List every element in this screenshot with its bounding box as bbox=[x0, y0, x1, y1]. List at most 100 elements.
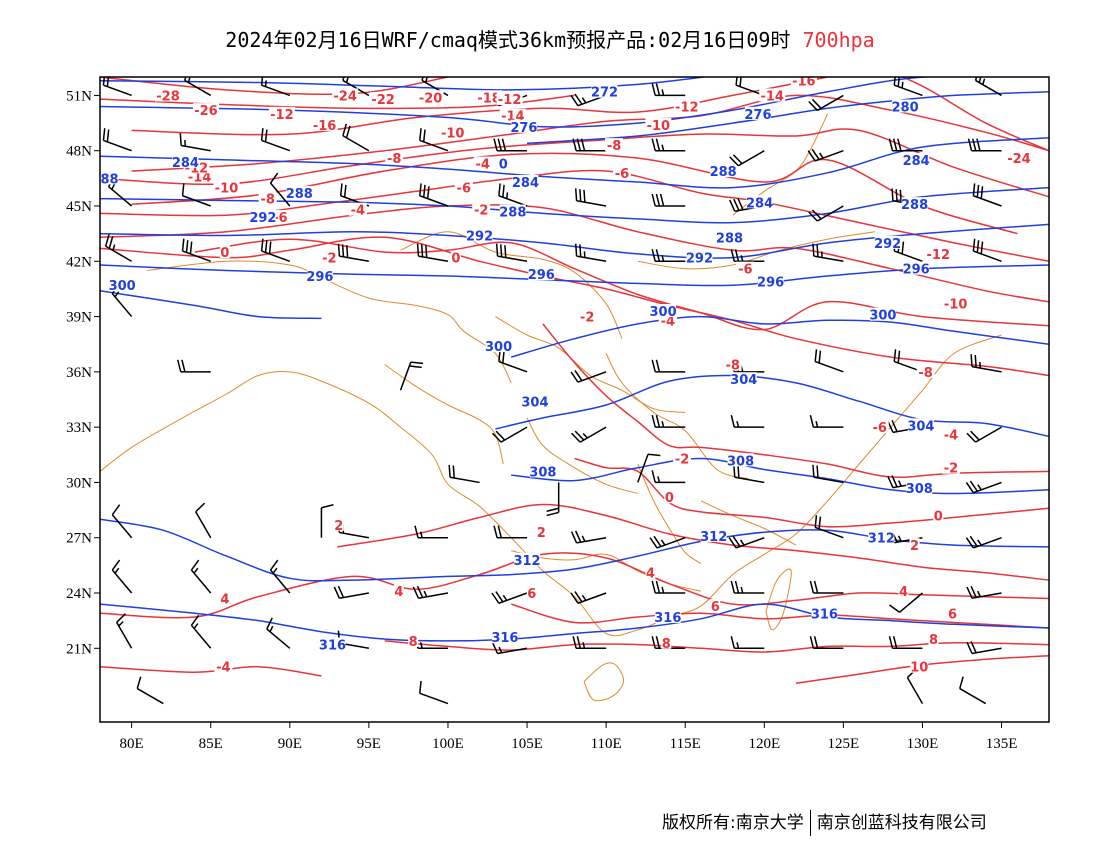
wind-barb bbox=[546, 482, 560, 517]
wind-barb bbox=[972, 238, 1002, 262]
height-contour bbox=[510, 315, 1049, 358]
contour-label: 0 bbox=[451, 252, 460, 267]
wind-barb bbox=[342, 77, 370, 97]
wind-barb bbox=[491, 641, 528, 655]
contour-label: 2 bbox=[334, 519, 343, 534]
contour-label: -2 bbox=[944, 462, 958, 477]
wind-barb bbox=[111, 559, 133, 594]
contour-label-bg bbox=[219, 245, 230, 259]
contour-label-bg bbox=[874, 235, 901, 249]
wind-barb bbox=[190, 559, 212, 594]
contour-label: -8 bbox=[387, 152, 401, 167]
wind-barb bbox=[572, 636, 607, 650]
contour-label: 292 bbox=[874, 237, 901, 252]
wind-barb bbox=[421, 77, 449, 97]
contour-label-bg bbox=[654, 609, 681, 623]
wind-barb bbox=[412, 585, 449, 599]
temperature-contour bbox=[100, 665, 322, 677]
wind-barb bbox=[730, 249, 765, 263]
contour-label: 276 bbox=[744, 108, 771, 123]
contour-label: 300 bbox=[485, 340, 512, 355]
contour-label-bg bbox=[892, 99, 919, 113]
contour-label: -6 bbox=[273, 211, 287, 226]
contour-label-bg bbox=[645, 117, 672, 131]
x-tick-label: 85E bbox=[199, 736, 223, 752]
contour-label: 308 bbox=[529, 465, 556, 480]
contour-label-bg bbox=[736, 261, 755, 275]
contour-label-bg bbox=[172, 154, 199, 168]
temperature-contour bbox=[100, 552, 1049, 619]
contour-label: 4 bbox=[899, 585, 908, 600]
contour-label-bg bbox=[332, 88, 359, 102]
y-tick-label: 48N bbox=[66, 144, 92, 160]
temperature-contour bbox=[100, 77, 449, 96]
x-tick-label: 120E bbox=[748, 736, 780, 752]
wind-barb bbox=[416, 243, 449, 263]
y-tick-label: 36N bbox=[66, 365, 92, 381]
contour-label-bg bbox=[909, 538, 920, 552]
contour-label-bg bbox=[757, 274, 784, 288]
axes: 80E 85E 90E 95E 100E 105E 110E 115E 120E 125E 130E… bbox=[66, 88, 1017, 752]
contour-label: -4 bbox=[476, 158, 490, 173]
wind-barb bbox=[965, 535, 1002, 549]
contour-label: 300 bbox=[109, 279, 136, 294]
border-line bbox=[700, 500, 797, 546]
contour-label-bg bbox=[498, 156, 509, 170]
wind-barb bbox=[260, 128, 291, 152]
temperature-contour bbox=[901, 77, 1049, 152]
wind-barb bbox=[102, 77, 132, 97]
contour-label: 8 bbox=[409, 635, 418, 650]
wind-barb bbox=[570, 591, 607, 604]
wind-barb bbox=[649, 535, 686, 549]
contour-label: 296 bbox=[757, 276, 784, 291]
contour-label: -2 bbox=[322, 252, 336, 267]
wind-barb bbox=[102, 128, 132, 152]
y-tick-label: 42N bbox=[66, 254, 92, 270]
contour-label-bg bbox=[941, 427, 960, 441]
contour-label: -2 bbox=[580, 311, 594, 326]
contour-label-bg bbox=[870, 420, 889, 434]
contour-label: 284 bbox=[512, 176, 539, 191]
wind-barb bbox=[195, 502, 212, 539]
wind-barb bbox=[181, 238, 211, 262]
contour-label: 312 bbox=[700, 530, 727, 545]
temperature-contour bbox=[100, 204, 1049, 303]
contour-label-bg bbox=[268, 106, 295, 120]
wind-barb bbox=[574, 188, 607, 207]
x-tick-label: 100E bbox=[432, 736, 464, 752]
contour-label: 284 bbox=[903, 154, 930, 169]
wind-barb bbox=[651, 138, 686, 152]
contour-label: 6 bbox=[527, 587, 536, 602]
contour-label: -6 bbox=[873, 421, 887, 436]
contour-label-bg bbox=[306, 269, 333, 283]
wind-barb bbox=[179, 133, 211, 152]
contour-label-bg bbox=[109, 278, 136, 292]
contour-label-bg bbox=[286, 186, 313, 200]
contour-label-bg bbox=[907, 418, 934, 432]
contour-label-bg bbox=[916, 364, 935, 378]
height-contour bbox=[495, 374, 1049, 438]
temperature-contour bbox=[384, 640, 1049, 653]
wind-barb bbox=[320, 503, 334, 538]
height-contour bbox=[100, 264, 1049, 287]
height-contour bbox=[100, 603, 1049, 642]
wind-barb bbox=[888, 636, 923, 650]
contour-label: 2 bbox=[537, 526, 546, 541]
wind-barb bbox=[812, 464, 844, 484]
wind-barb bbox=[448, 464, 480, 484]
wind-barb bbox=[498, 183, 528, 207]
contour-label: 308 bbox=[727, 454, 754, 469]
contour-label-bg bbox=[933, 508, 944, 522]
wind-barb bbox=[181, 183, 211, 207]
wind-barb bbox=[260, 238, 291, 262]
contour-label: -26 bbox=[194, 104, 218, 119]
contour-label: -28 bbox=[156, 89, 180, 104]
contour-label-bg bbox=[348, 202, 367, 216]
wind-barb bbox=[495, 243, 528, 263]
wind-barb bbox=[808, 94, 844, 112]
wind-barb bbox=[814, 349, 844, 373]
contour-label-bg bbox=[473, 156, 492, 170]
border-line bbox=[526, 417, 638, 494]
wind-barb bbox=[966, 426, 1002, 443]
contour-label: -16 bbox=[792, 75, 816, 90]
